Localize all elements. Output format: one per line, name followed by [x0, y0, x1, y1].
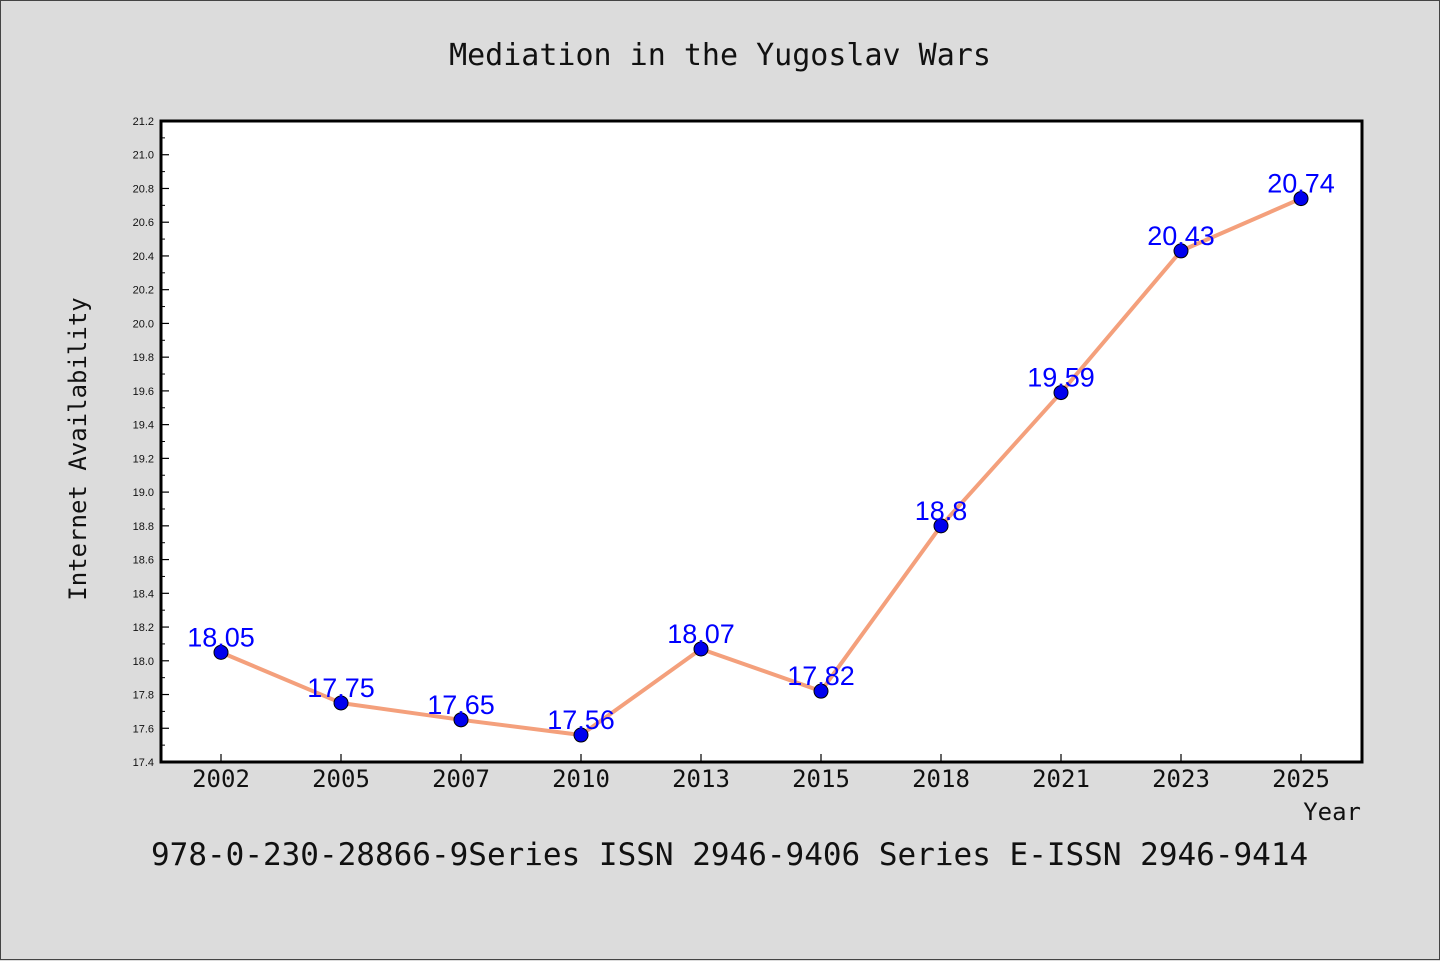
data-label: 20.43 — [1147, 221, 1215, 251]
y-tick-label: 17.8 — [133, 690, 154, 702]
data-point — [1053, 385, 1069, 401]
data-point — [933, 518, 949, 534]
data-label: 17.56 — [547, 705, 615, 735]
x-tick-label: 2015 — [792, 765, 850, 793]
data-label: 20.74 — [1267, 169, 1335, 199]
y-tick-label: 18.2 — [133, 622, 154, 634]
y-tick-label: 20.2 — [133, 285, 154, 297]
series-markers — [213, 191, 1309, 743]
y-tick-label: 19.4 — [133, 420, 154, 432]
y-tick-label: 17.4 — [133, 757, 154, 769]
y-axis-label: Internet Availability — [64, 297, 92, 600]
y-tick-label: 19.0 — [133, 487, 154, 499]
y-tick-label: 18.4 — [133, 588, 154, 600]
x-tick-label: 2013 — [672, 765, 730, 793]
data-point — [1293, 191, 1309, 207]
y-tick-label: 19.8 — [133, 352, 154, 364]
x-tick-label: 2021 — [1032, 765, 1090, 793]
data-point — [573, 727, 589, 743]
data-label: 18.8 — [915, 496, 968, 526]
x-tick-label: 2002 — [192, 765, 250, 793]
y-tick-label: 20.4 — [133, 251, 154, 263]
y-tick-label: 21.0 — [133, 150, 154, 162]
y-tick-label: 20.6 — [133, 217, 154, 229]
y-tick-label: 18.8 — [133, 521, 154, 533]
series-line — [219, 196, 1303, 738]
x-axis-label: Year — [1303, 798, 1361, 826]
data-label: 17.82 — [787, 661, 855, 691]
y-tick-label: 18.0 — [133, 656, 154, 668]
data-label: 18.05 — [187, 622, 255, 652]
data-label: 19.59 — [1027, 363, 1095, 393]
y-axis: 17.4 17.6 17.8 18.0 18.2 18.4 18.6 18.8 19.0 19.2… — [133, 116, 169, 769]
data-point — [333, 695, 349, 711]
x-tick-label: 2005 — [312, 765, 370, 793]
plot-area — [159, 119, 1364, 764]
x-tick-label: 2018 — [912, 765, 970, 793]
data-labels: 18.05 17.75 17.65 17.56 18.07 17.82 18.8 19.59 2… — [187, 169, 1335, 735]
x-tick-label: 2010 — [552, 765, 610, 793]
data-point — [813, 683, 829, 699]
chart-title: Mediation in the Yugoslav Wars — [449, 38, 991, 73]
x-axis: 2002 2005 2007 2010 2013 2015 2018 2021 2023 2025 — [192, 754, 1330, 793]
data-label: 17.65 — [427, 690, 495, 720]
x-tick-label: 2023 — [1152, 765, 1210, 793]
data-point — [453, 712, 469, 728]
data-point — [1173, 243, 1189, 259]
data-point — [213, 644, 229, 660]
y-tick-label: 21.2 — [133, 116, 154, 128]
data-label: 17.75 — [307, 673, 375, 703]
x-tick-label: 2025 — [1272, 765, 1330, 793]
y-tick-label: 19.6 — [133, 386, 154, 398]
y-tick-label: 20.8 — [133, 183, 154, 195]
y-tick-label: 18.6 — [133, 555, 154, 567]
footer-isbn-text: 978-0-230-28866-9Series ISSN 2946-9406 S… — [151, 837, 1308, 873]
x-tick-label: 2007 — [432, 765, 490, 793]
y-tick-label: 17.6 — [133, 723, 154, 735]
y-tick-label: 19.2 — [133, 453, 154, 465]
y-tick-label: 20.0 — [133, 318, 154, 330]
data-point — [693, 641, 709, 657]
data-label: 18.07 — [667, 619, 735, 649]
